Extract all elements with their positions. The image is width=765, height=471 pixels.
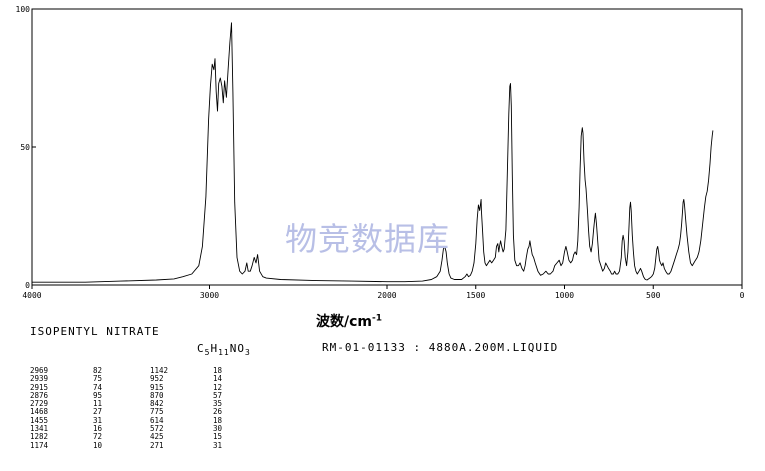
y-axis: 0 50 100: [16, 5, 36, 290]
x-axis-title-exponent: -1: [372, 313, 382, 324]
peak-row: 775 26: [150, 407, 222, 417]
peak-row: 1174 10: [30, 440, 102, 450]
peak-wavenumber: 775: [150, 407, 164, 417]
peak-wavenumber: 1282: [30, 432, 49, 442]
peak-intensity: 15: [212, 432, 222, 442]
peak-wavenumber: 870: [150, 390, 164, 400]
peak-wavenumber: 572: [150, 424, 164, 434]
peak-intensity: 74: [92, 382, 102, 392]
peak-intensity: 75: [92, 374, 102, 384]
compound-name: ISOPENTYL NITRATE: [30, 325, 160, 338]
peak-row: 1282 72: [30, 432, 102, 442]
peak-wavenumber: 2915: [30, 382, 49, 392]
peak-row: 2915 74: [30, 382, 102, 392]
peak-wavenumber: 425: [150, 432, 164, 442]
peak-row: 915 12: [150, 382, 222, 392]
peak-intensity: 27: [92, 407, 102, 417]
peak-intensity: 31: [212, 440, 222, 450]
peak-table-right: 1142 18 952 14 915 12 870 57 842 35 775 26 614 18 572 3…: [150, 366, 222, 450]
x-tick-label: 1500: [466, 291, 485, 300]
peak-intensity: 31: [92, 415, 102, 425]
peak-wavenumber: 1455: [30, 415, 49, 425]
peak-wavenumber: 2876: [30, 390, 49, 400]
molecular-formula: C5H11NO3: [197, 342, 251, 357]
y-tick-label: 0: [25, 281, 30, 290]
peak-row: 2876 95: [30, 390, 102, 400]
peak-wavenumber: 1341: [30, 424, 49, 434]
peak-wavenumber: 842: [150, 399, 164, 409]
x-tick-label: 4000: [22, 291, 41, 300]
formula-subscript: 5: [204, 348, 211, 358]
peak-intensity: 18: [212, 366, 222, 375]
peak-row: 842 35: [150, 399, 222, 409]
peak-table-left: 2969 82 2939 75 2915 74 2876 95 2729 11 1468 27 1455…: [30, 366, 102, 450]
peak-row: 1142 18: [150, 366, 222, 375]
peak-row: 870 57: [150, 390, 222, 400]
formula-element: C: [197, 342, 205, 355]
x-tick-label: 3000: [200, 291, 219, 300]
x-axis-title: 波数/cm-1: [316, 311, 382, 331]
ir-spectrum-chart: 0 50 100 4000 3000 2000 1500 1000 500 0: [16, 5, 745, 300]
peak-wavenumber: 952: [150, 374, 164, 384]
peak-intensity: 12: [212, 382, 222, 392]
peak-row: 1468 27: [30, 407, 102, 417]
peak-intensity: 95: [92, 390, 102, 400]
y-tick-label: 50: [20, 143, 30, 152]
peak-intensity: 57: [212, 390, 222, 400]
x-tick-label: 1000: [555, 291, 574, 300]
peak-row: 2939 75: [30, 374, 102, 384]
peak-wavenumber: 1468: [30, 407, 49, 417]
peak-intensity: 18: [212, 415, 222, 425]
peak-row: 952 14: [150, 374, 222, 384]
peak-intensity: 35: [212, 399, 222, 409]
peak-intensity: 11: [92, 399, 102, 409]
peak-wavenumber: 1174: [30, 440, 49, 450]
peak-row: 425 15: [150, 432, 222, 442]
peak-wavenumber: 614: [150, 415, 164, 425]
x-axis-title-base: 波数/cm: [316, 314, 372, 330]
formula-element: H: [210, 342, 219, 355]
peak-wavenumber: 2969: [30, 366, 49, 375]
watermark-text: 物竞数据库: [285, 220, 451, 258]
peak-wavenumber: 2939: [30, 374, 49, 384]
x-tick-label: 0: [740, 291, 745, 300]
peak-row: 2969 82: [30, 366, 102, 375]
spectrum-line: [32, 22, 714, 283]
peak-intensity: 26: [212, 407, 222, 417]
formula-subscript: 3: [244, 348, 251, 358]
peak-intensity: 30: [212, 424, 222, 434]
x-tick-label: 2000: [377, 291, 396, 300]
x-tick-label: 500: [646, 291, 661, 300]
peak-row: 572 30: [150, 424, 222, 434]
peak-wavenumber: 271: [150, 440, 164, 450]
peak-intensity: 72: [92, 432, 102, 442]
peak-intensity: 10: [92, 440, 102, 450]
peak-row: 614 18: [150, 415, 222, 425]
peak-wavenumber: 1142: [150, 366, 169, 375]
formula-element: NO: [229, 342, 245, 355]
peak-intensity: 14: [212, 374, 222, 384]
reference-code: RM-01-01133 : 4880A.200M.LIQUID: [322, 341, 559, 354]
peak-row: 1341 16: [30, 424, 102, 434]
peak-wavenumber: 915: [150, 382, 164, 392]
x-axis: 4000 3000 2000 1500 1000 500 0: [22, 285, 745, 300]
peak-row: 2729 11: [30, 399, 102, 409]
peak-intensity: 16: [92, 424, 102, 434]
peak-row: 1455 31: [30, 415, 102, 425]
formula-subscript: 11: [218, 348, 230, 358]
peak-intensity: 82: [92, 366, 102, 375]
peak-wavenumber: 2729: [30, 399, 49, 409]
peak-row: 271 31: [150, 440, 222, 450]
y-tick-label: 100: [16, 5, 31, 14]
